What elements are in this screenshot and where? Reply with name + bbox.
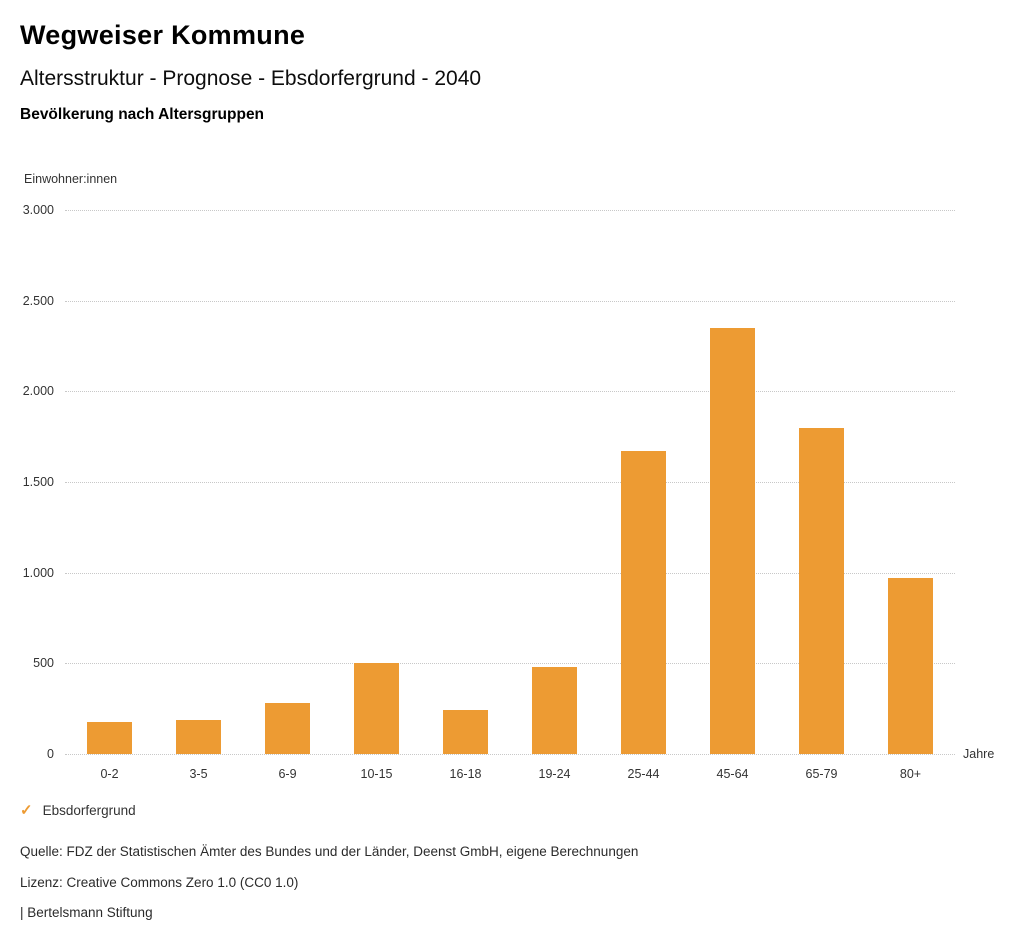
- gridline-1.000: [65, 572, 955, 574]
- bar-16-18[interactable]: [443, 709, 488, 754]
- bar-65-79[interactable]: [799, 427, 844, 754]
- bar-0-2[interactable]: [87, 722, 132, 754]
- y-tick-label-500: 500: [33, 656, 54, 671]
- x-tick-label-65-79: 65-79: [805, 767, 838, 781]
- x-tick-label-3-5: 3-5: [189, 767, 208, 781]
- y-tick-label-3.000: 3.000: [22, 203, 54, 217]
- check-icon: ✓: [20, 802, 33, 819]
- x-tick-label-0-2: 0-2: [100, 767, 119, 781]
- bar-6-9[interactable]: [265, 703, 310, 754]
- chart-plot-area: Jahre 0 500 1.000 1.500 2.000 2.500 3.000 0-2 3-…: [23, 203, 995, 781]
- y-tick-label-1.000: 1.000: [22, 565, 54, 580]
- gridline-3.000: [65, 210, 955, 211]
- x-tick-label-10-15: 10-15: [360, 767, 393, 781]
- gridline-0: [65, 754, 955, 755]
- source-text: Quelle: FDZ der Statistischen Ämter des …: [20, 844, 639, 859]
- x-tick-label-25-44: 25-44: [627, 767, 660, 781]
- bar-25-44[interactable]: [621, 451, 666, 754]
- bar-45-64[interactable]: [710, 327, 755, 754]
- gridline-500: [65, 663, 955, 665]
- attribution-text: | Bertelsmann Stiftung: [20, 905, 153, 920]
- bar-10-15[interactable]: [354, 663, 399, 754]
- x-tick-label-6-9: 6-9: [278, 767, 297, 781]
- y-axis-title: Einwohner:innen: [24, 172, 118, 186]
- bar-80+[interactable]: [888, 578, 933, 754]
- y-tick-label-0: 0: [47, 747, 54, 761]
- gridline-2.500: [65, 300, 955, 302]
- chart-heading: Bevölkerung nach Altersgruppen: [20, 106, 265, 123]
- x-tick-label-45-64: 45-64: [716, 767, 749, 781]
- legend-item-ebsdorfergrund[interactable]: ✓ Ebsdorfergrund: [20, 803, 136, 818]
- gridline-2.000: [65, 391, 955, 393]
- y-tick-label-1.500: 1.500: [22, 475, 54, 489]
- gridline-1.500: [65, 482, 955, 483]
- chart-subtitle: Altersstruktur - Prognose - Ebsdorfergru…: [20, 67, 482, 90]
- bar-19-24[interactable]: [532, 666, 577, 754]
- x-axis-title: Jahre: [963, 747, 995, 761]
- x-tick-label-16-18: 16-18: [449, 767, 482, 781]
- page-title: Wegweiser Kommune: [20, 20, 306, 50]
- legend-label: Ebsdorfergrund: [42, 803, 136, 818]
- x-tick-label-80+: 80+: [899, 767, 922, 781]
- y-tick-label-2.500: 2.500: [22, 293, 54, 308]
- x-tick-label-19-24: 19-24: [538, 767, 571, 781]
- y-tick-label-2.000: 2.000: [22, 384, 54, 399]
- license-text: Lizenz: Creative Commons Zero 1.0 (CC0 1…: [20, 875, 299, 890]
- bar-3-5[interactable]: [176, 719, 221, 754]
